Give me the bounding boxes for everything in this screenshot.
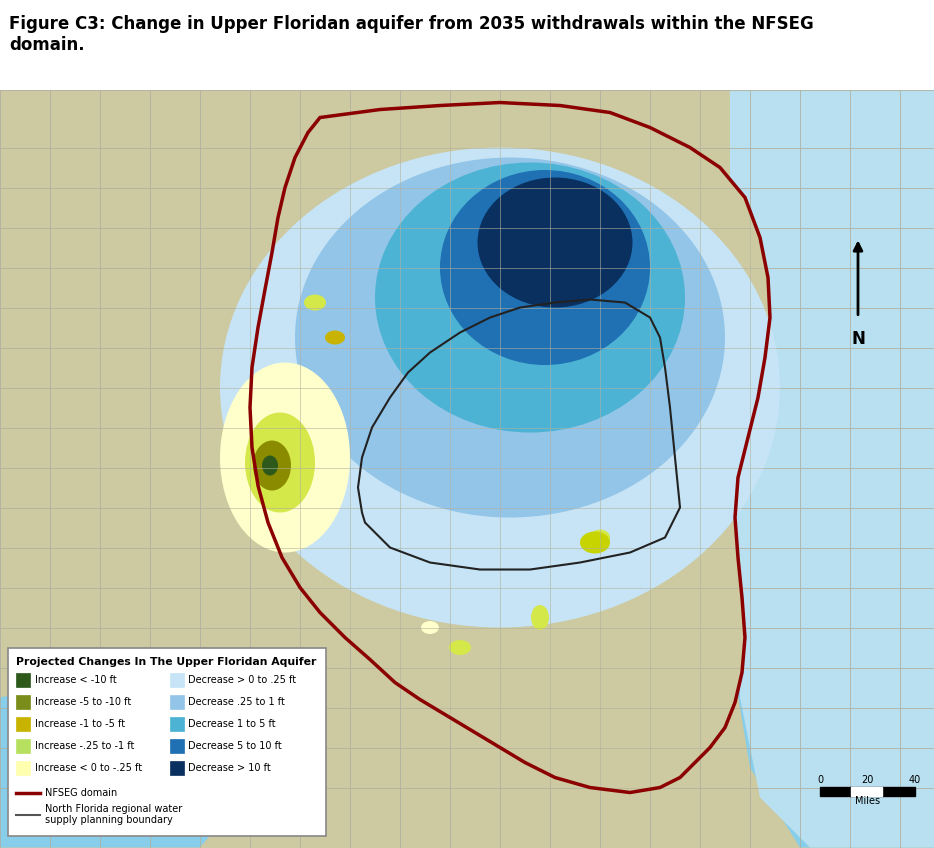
Ellipse shape xyxy=(421,621,439,634)
Ellipse shape xyxy=(253,440,291,490)
Text: Miles: Miles xyxy=(855,795,880,806)
Polygon shape xyxy=(0,678,250,847)
Bar xyxy=(16,672,30,687)
Text: Decrease .25 to 1 ft: Decrease .25 to 1 ft xyxy=(188,696,285,706)
Ellipse shape xyxy=(304,294,326,310)
Polygon shape xyxy=(730,90,934,847)
Text: 40: 40 xyxy=(909,774,921,784)
FancyBboxPatch shape xyxy=(8,648,326,835)
Text: Decrease > 10 ft: Decrease > 10 ft xyxy=(188,762,271,773)
Ellipse shape xyxy=(590,529,610,545)
Text: Decrease > 0 to .25 ft: Decrease > 0 to .25 ft xyxy=(188,674,296,684)
Ellipse shape xyxy=(375,163,685,432)
Bar xyxy=(170,695,184,709)
Text: North Florida regional water
supply planning boundary: North Florida regional water supply plan… xyxy=(45,804,182,825)
Bar xyxy=(16,717,30,730)
Bar xyxy=(16,695,30,709)
Bar xyxy=(170,739,184,752)
Text: Increase < -10 ft: Increase < -10 ft xyxy=(35,674,117,684)
Ellipse shape xyxy=(245,412,315,512)
Bar xyxy=(820,787,915,795)
Text: Figure C3: Change in Upper Floridan aquifer from 2035 withdrawals within the NFS: Figure C3: Change in Upper Floridan aqui… xyxy=(9,15,814,54)
Text: NFSEG domain: NFSEG domain xyxy=(45,788,118,797)
Bar xyxy=(170,672,184,687)
Text: Decrease 1 to 5 ft: Decrease 1 to 5 ft xyxy=(188,718,276,728)
Ellipse shape xyxy=(531,605,549,630)
Bar xyxy=(851,787,882,795)
Bar xyxy=(170,761,184,774)
Bar xyxy=(170,717,184,730)
Polygon shape xyxy=(730,90,934,847)
Ellipse shape xyxy=(220,148,780,628)
Ellipse shape xyxy=(262,455,278,476)
Bar xyxy=(16,761,30,774)
Text: Decrease 5 to 10 ft: Decrease 5 to 10 ft xyxy=(188,740,282,750)
Text: 20: 20 xyxy=(861,774,873,784)
Text: N: N xyxy=(851,330,865,348)
Text: 0: 0 xyxy=(817,774,823,784)
Ellipse shape xyxy=(440,170,650,365)
Text: Increase -.25 to -1 ft: Increase -.25 to -1 ft xyxy=(35,740,134,750)
Ellipse shape xyxy=(220,362,350,553)
Text: Increase -5 to -10 ft: Increase -5 to -10 ft xyxy=(35,696,132,706)
Text: Increase < 0 to -.25 ft: Increase < 0 to -.25 ft xyxy=(35,762,142,773)
Ellipse shape xyxy=(477,177,632,308)
Polygon shape xyxy=(250,103,770,793)
Ellipse shape xyxy=(449,640,471,655)
Ellipse shape xyxy=(295,158,725,517)
Bar xyxy=(16,739,30,752)
Ellipse shape xyxy=(580,532,610,554)
Ellipse shape xyxy=(325,331,345,344)
Text: Increase -1 to -5 ft: Increase -1 to -5 ft xyxy=(35,718,125,728)
Text: Projected Changes In The Upper Floridan Aquifer: Projected Changes In The Upper Floridan … xyxy=(16,656,317,667)
